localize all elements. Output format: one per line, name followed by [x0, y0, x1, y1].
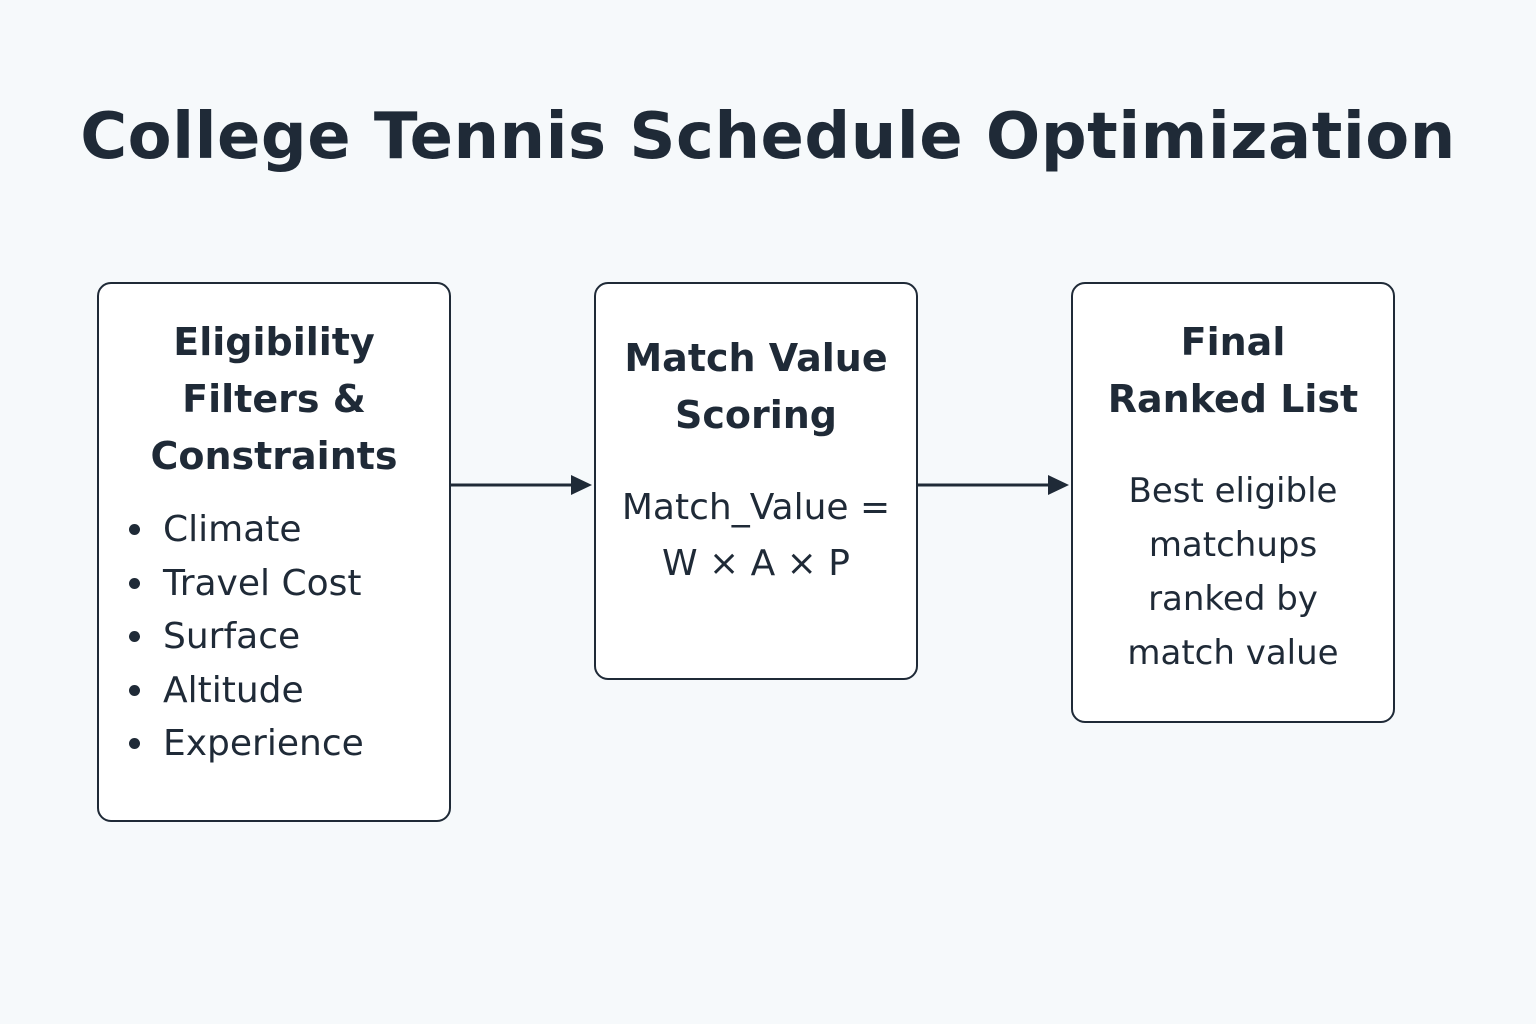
title-line: Final [1180, 320, 1286, 364]
constraint-item: Experience [129, 717, 449, 771]
arrow-right-icon [451, 475, 592, 495]
title-line: Filters & [182, 377, 366, 421]
match-value-scoring-title: Match Value Scoring [596, 330, 916, 444]
constraint-item: Surface [129, 610, 449, 664]
arrow-right-icon [918, 475, 1069, 495]
bullet-dot-icon [129, 524, 140, 536]
constraint-label: Surface [163, 616, 301, 657]
constraint-label: Altitude [163, 669, 304, 711]
title-line: Match Value [624, 336, 888, 380]
title-line: Scoring [674, 393, 838, 437]
bullet-dot-icon [129, 684, 140, 696]
bullet-dot-icon [129, 631, 140, 643]
formula-line: W × A × P [661, 543, 851, 584]
final-ranked-list-box: Final Ranked List Best eligible matchups… [1071, 282, 1395, 723]
title-line: Ranked List [1107, 377, 1359, 421]
formula-line: Match_Value = [621, 487, 891, 528]
title-line: Eligibility [173, 320, 375, 364]
match-value-scoring-box: Match Value Scoring Match_Value = W × A … [594, 282, 918, 680]
constraint-item: Climate [129, 503, 449, 557]
bullet-dot-icon [129, 577, 140, 589]
constraint-item: Travel Cost [129, 557, 449, 611]
constraint-label: Experience [163, 723, 364, 764]
constraint-list: Climate Travel Cost Surface Altitude Exp… [99, 503, 449, 771]
ranked-list-description: Best eligible matchups ranked by match v… [1073, 464, 1393, 680]
constraint-label: Climate [163, 509, 302, 550]
description-line: Best eligible [1128, 471, 1338, 511]
page-title: College Tennis Schedule Optimization [80, 100, 1456, 174]
eligibility-filters-box: Eligibility Filters & Constraints Climat… [97, 282, 451, 822]
eligibility-filters-title: Eligibility Filters & Constraints [99, 314, 449, 485]
bullet-dot-icon [129, 738, 140, 750]
description-line: matchups [1148, 525, 1318, 565]
description-line: match value [1127, 633, 1339, 673]
constraint-item: Altitude [129, 664, 449, 718]
title-line: Constraints [150, 434, 398, 478]
constraint-label: Travel Cost [163, 562, 362, 604]
description-line: ranked by [1148, 579, 1318, 619]
final-ranked-list-title: Final Ranked List [1073, 314, 1393, 428]
match-value-formula: Match_Value = W × A × P [596, 480, 916, 592]
